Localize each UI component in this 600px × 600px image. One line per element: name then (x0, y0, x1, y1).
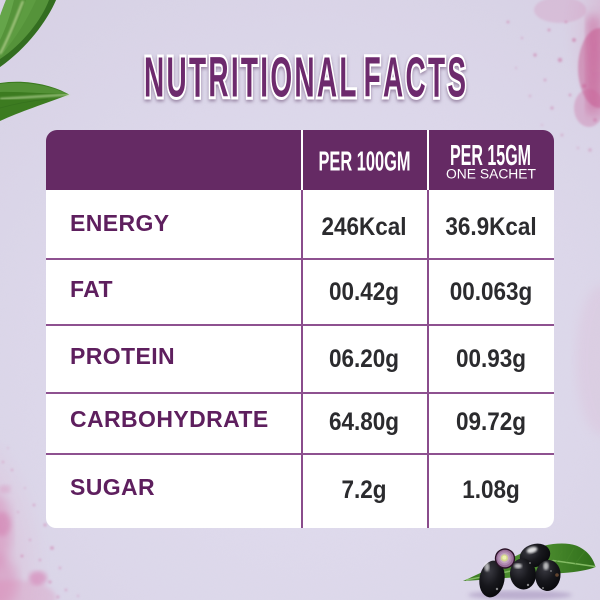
svg-text:ONE SACHET: ONE SACHET (446, 167, 536, 182)
svg-text:PER 15GM: PER 15GM (450, 140, 531, 172)
svg-text:N U T R I T I O N A L F A C T: N U T R I T I O N A L F A C T S (144, 46, 466, 109)
svg-text:PER 100GM: PER 100GM (319, 146, 411, 177)
